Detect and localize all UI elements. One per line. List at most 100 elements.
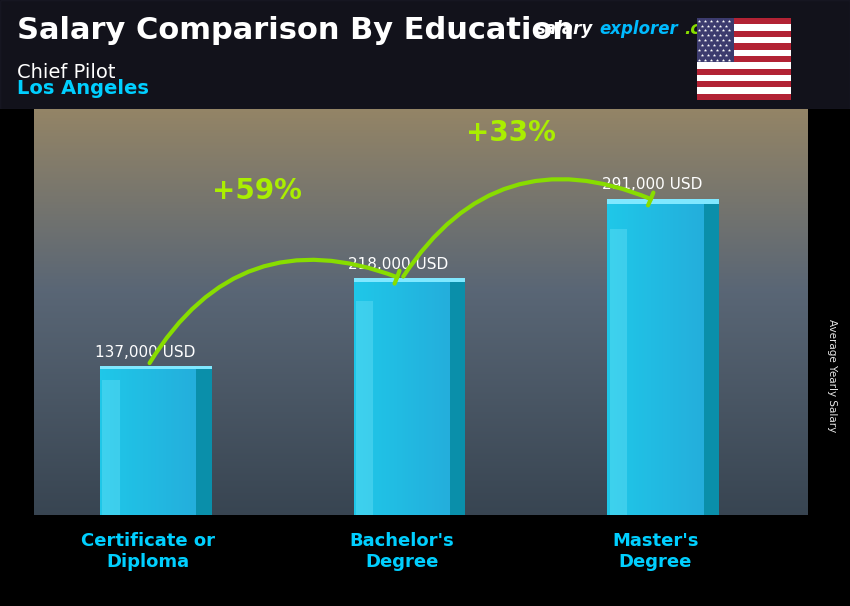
- Bar: [196, 368, 212, 515]
- Bar: [610, 204, 613, 515]
- Bar: [354, 278, 465, 282]
- Bar: [161, 368, 163, 515]
- Bar: [697, 24, 791, 31]
- Text: Chief Pilot: Chief Pilot: [17, 63, 116, 82]
- Text: Los Angeles: Los Angeles: [17, 79, 149, 98]
- Bar: [365, 282, 367, 515]
- Bar: [652, 204, 654, 515]
- Bar: [697, 44, 791, 50]
- Bar: [180, 368, 183, 515]
- Bar: [697, 50, 791, 56]
- Bar: [415, 282, 416, 515]
- Bar: [113, 368, 115, 515]
- Bar: [119, 368, 122, 515]
- Bar: [697, 68, 791, 75]
- Bar: [421, 282, 423, 515]
- Bar: [190, 368, 192, 515]
- Bar: [683, 204, 685, 515]
- Bar: [133, 368, 136, 515]
- Bar: [146, 368, 149, 515]
- Bar: [167, 368, 169, 515]
- Bar: [697, 204, 700, 515]
- Bar: [649, 204, 651, 515]
- Bar: [169, 368, 171, 515]
- Text: explorer: explorer: [599, 19, 678, 38]
- Bar: [632, 204, 633, 515]
- Bar: [614, 204, 615, 515]
- Bar: [677, 204, 678, 515]
- Bar: [101, 368, 104, 515]
- Bar: [406, 282, 409, 515]
- Bar: [429, 282, 431, 515]
- Bar: [662, 204, 664, 515]
- Bar: [135, 368, 138, 515]
- Text: .com: .com: [684, 19, 729, 38]
- Bar: [126, 368, 128, 515]
- Bar: [668, 204, 671, 515]
- Bar: [607, 204, 609, 515]
- Bar: [103, 381, 120, 515]
- Bar: [377, 282, 380, 515]
- Bar: [686, 204, 688, 515]
- Bar: [166, 368, 168, 515]
- Bar: [184, 368, 185, 515]
- Bar: [177, 368, 179, 515]
- Bar: [389, 282, 391, 515]
- Bar: [641, 204, 643, 515]
- Bar: [442, 282, 444, 515]
- Bar: [139, 368, 140, 515]
- Bar: [189, 368, 190, 515]
- Bar: [413, 282, 415, 515]
- Bar: [434, 282, 436, 515]
- Bar: [158, 368, 160, 515]
- Bar: [392, 282, 394, 515]
- Bar: [397, 282, 399, 515]
- Bar: [354, 282, 355, 515]
- Bar: [371, 282, 373, 515]
- Text: 137,000 USD: 137,000 USD: [95, 345, 196, 360]
- Bar: [675, 204, 677, 515]
- Bar: [677, 204, 680, 515]
- Bar: [697, 62, 791, 68]
- Text: +59%: +59%: [212, 177, 302, 205]
- Bar: [617, 204, 619, 515]
- Bar: [702, 204, 704, 515]
- Bar: [704, 204, 719, 515]
- Bar: [106, 368, 109, 515]
- Bar: [373, 282, 375, 515]
- Bar: [386, 282, 388, 515]
- Bar: [124, 368, 126, 515]
- Bar: [193, 368, 196, 515]
- Bar: [361, 282, 364, 515]
- Bar: [697, 81, 791, 87]
- Bar: [448, 282, 451, 515]
- Bar: [428, 282, 429, 515]
- Bar: [431, 282, 433, 515]
- Bar: [155, 368, 156, 515]
- Bar: [439, 282, 441, 515]
- Bar: [164, 368, 167, 515]
- Bar: [426, 282, 428, 515]
- Bar: [620, 204, 622, 515]
- Bar: [609, 204, 611, 515]
- Bar: [144, 368, 145, 515]
- Bar: [623, 204, 626, 515]
- Bar: [150, 368, 152, 515]
- Bar: [404, 282, 405, 515]
- Bar: [689, 204, 691, 515]
- Bar: [424, 282, 427, 515]
- Bar: [116, 368, 118, 515]
- Bar: [648, 204, 649, 515]
- Bar: [148, 368, 150, 515]
- Bar: [132, 368, 134, 515]
- Bar: [153, 368, 155, 515]
- Bar: [382, 282, 384, 515]
- Bar: [159, 368, 162, 515]
- Text: 218,000 USD: 218,000 USD: [348, 257, 449, 272]
- Bar: [410, 282, 412, 515]
- Bar: [665, 204, 667, 515]
- Bar: [670, 204, 672, 515]
- Bar: [612, 204, 614, 515]
- Bar: [643, 204, 644, 515]
- Bar: [105, 368, 107, 515]
